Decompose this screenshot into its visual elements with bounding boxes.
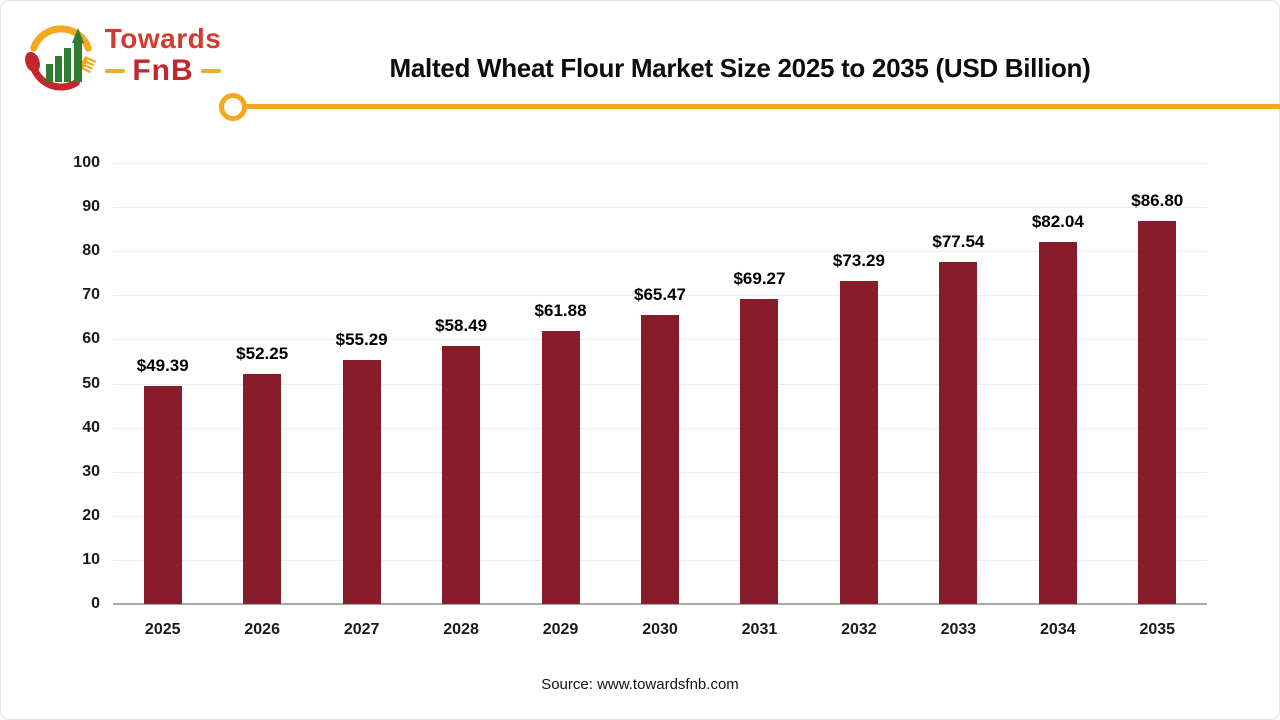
bar-value-label: $65.47 bbox=[634, 285, 686, 305]
bar bbox=[243, 373, 282, 604]
bar bbox=[939, 262, 978, 604]
bar bbox=[641, 315, 679, 604]
bar bbox=[1038, 242, 1077, 604]
bar bbox=[442, 346, 481, 604]
gridline bbox=[113, 207, 1207, 209]
y-axis-tick-label: 40 bbox=[82, 418, 100, 436]
x-axis-label: 2029 bbox=[542, 621, 579, 638]
x-axis-label: 2028 bbox=[443, 621, 479, 638]
logo-arc-gold bbox=[30, 25, 92, 52]
y-axis-tick-label: 20 bbox=[82, 506, 100, 524]
bar-value-label: $55.29 bbox=[335, 330, 388, 350]
towardsfnb-logo-emblem-icon bbox=[25, 25, 97, 91]
bar-value-label: $69.27 bbox=[733, 268, 786, 288]
growth-bars-icon bbox=[46, 28, 84, 82]
brand-name-fnb: FnB bbox=[132, 54, 194, 87]
bar-value-label: $49.39 bbox=[136, 356, 189, 376]
bar-value-label: $77.54 bbox=[932, 232, 985, 252]
y-axis-tick-label: 50 bbox=[82, 374, 100, 392]
bar-value-label: $82.04 bbox=[1031, 212, 1084, 232]
x-axis-label: 2033 bbox=[940, 621, 977, 638]
gridline bbox=[113, 295, 1207, 297]
y-axis-tick-label: 100 bbox=[73, 154, 100, 171]
brand-name-towards: Towards bbox=[104, 23, 222, 54]
brand-dash-left bbox=[105, 69, 126, 73]
y-axis-tick-label: 0 bbox=[91, 595, 100, 612]
bar-value-label: $52.25 bbox=[236, 343, 289, 363]
y-axis-tick-label: 90 bbox=[82, 198, 100, 216]
x-axis-line bbox=[113, 603, 1207, 605]
x-axis-label: 2026 bbox=[244, 621, 280, 638]
gridline bbox=[113, 251, 1207, 253]
bar bbox=[143, 386, 182, 604]
bar bbox=[541, 331, 580, 604]
y-axis-tick-label: 10 bbox=[82, 550, 100, 568]
bar-value-label: $58.49 bbox=[435, 316, 488, 336]
divider-ring-icon bbox=[219, 93, 247, 121]
spoon-icon bbox=[25, 51, 40, 73]
page-title: Malted Wheat Flour Market Size 2025 to 2… bbox=[389, 53, 1091, 84]
x-axis-label: 2034 bbox=[1040, 621, 1076, 638]
x-axis-label: 2031 bbox=[741, 621, 778, 638]
y-axis-tick-label: 60 bbox=[82, 330, 100, 348]
bar-value-label: $86.80 bbox=[1131, 191, 1184, 211]
towardsfnb-logo: Towards FnB bbox=[22, 10, 222, 102]
bar bbox=[342, 360, 381, 604]
y-axis-tick-label: 70 bbox=[82, 286, 100, 304]
x-axis-label: 2035 bbox=[1139, 621, 1176, 638]
x-axis-label: 2030 bbox=[642, 621, 678, 638]
divider-line bbox=[246, 104, 1280, 109]
bar bbox=[839, 280, 878, 604]
bar bbox=[1138, 221, 1177, 604]
bar bbox=[740, 298, 779, 604]
x-axis-label: 2025 bbox=[144, 621, 181, 638]
x-axis-label: 2027 bbox=[343, 621, 380, 638]
gridline bbox=[113, 163, 1207, 164]
x-axis-label: 2032 bbox=[841, 621, 877, 638]
brand-dash-right bbox=[200, 69, 221, 73]
source-text: Source: www.towardsfnb.com bbox=[541, 676, 739, 693]
y-axis-tick-label: 80 bbox=[82, 242, 100, 260]
bar-value-label: $61.88 bbox=[534, 301, 587, 321]
y-axis-tick-label: 30 bbox=[82, 462, 100, 480]
bar-value-label: $73.29 bbox=[832, 250, 885, 270]
logo-text: Towards FnB bbox=[98, 24, 228, 87]
